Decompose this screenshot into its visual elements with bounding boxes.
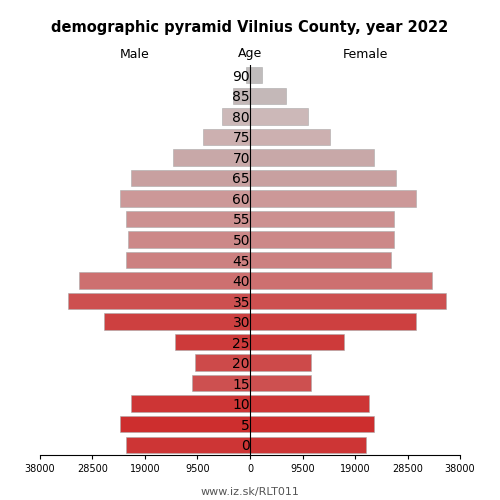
Bar <box>126 436 250 453</box>
Text: www.iz.sk/RLT011: www.iz.sk/RLT011 <box>200 487 300 497</box>
Bar <box>250 252 391 268</box>
Bar <box>250 416 374 432</box>
Bar <box>234 88 250 104</box>
Bar <box>250 375 311 392</box>
Bar <box>250 67 262 84</box>
Bar <box>250 128 330 145</box>
Bar <box>250 293 446 310</box>
Bar <box>104 314 250 330</box>
Bar <box>250 314 416 330</box>
Bar <box>203 128 250 145</box>
Bar <box>131 396 250 412</box>
Bar <box>126 252 250 268</box>
Bar <box>120 190 250 206</box>
Bar <box>172 149 250 166</box>
Bar <box>222 108 250 124</box>
Bar <box>250 232 394 248</box>
Bar <box>250 210 394 227</box>
Bar <box>250 108 308 124</box>
Bar <box>250 334 344 350</box>
Bar <box>250 436 366 453</box>
Bar <box>250 190 416 206</box>
Bar <box>250 396 369 412</box>
Bar <box>128 232 250 248</box>
Bar <box>246 67 250 84</box>
Bar <box>176 334 250 350</box>
Text: Male: Male <box>120 48 150 60</box>
Bar <box>126 210 250 227</box>
Bar <box>250 354 311 371</box>
Text: Age: Age <box>238 48 262 60</box>
Bar <box>194 354 250 371</box>
Bar <box>68 293 250 310</box>
Bar <box>78 272 250 288</box>
Bar <box>131 170 250 186</box>
Bar <box>192 375 250 392</box>
Bar <box>250 88 286 104</box>
Bar <box>250 170 396 186</box>
Bar <box>250 149 374 166</box>
Text: demographic pyramid Vilnius County, year 2022: demographic pyramid Vilnius County, year… <box>52 20 448 35</box>
Bar <box>120 416 250 432</box>
Bar <box>250 272 432 288</box>
Text: Female: Female <box>342 48 388 60</box>
